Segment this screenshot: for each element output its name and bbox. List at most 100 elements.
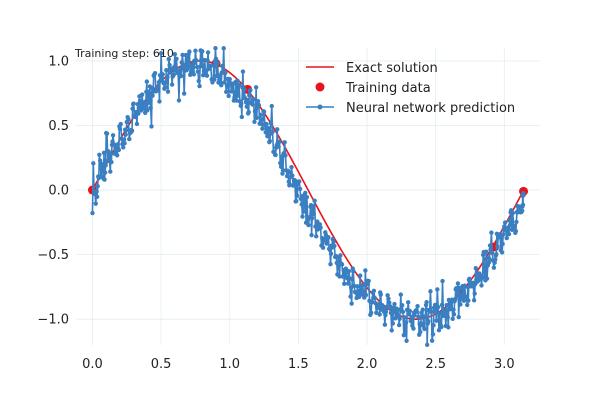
nn-prediction-point <box>197 83 202 89</box>
nn-prediction-point <box>451 312 457 317</box>
nn-prediction-point <box>221 46 226 51</box>
nn-prediction-point <box>199 57 204 63</box>
nn-prediction-point <box>226 93 231 99</box>
nn-prediction-point <box>236 82 242 88</box>
nn-prediction-point <box>435 304 441 310</box>
training-step-annotation: Training step: 610 <box>74 47 174 60</box>
nn-prediction-point <box>351 269 356 274</box>
nn-prediction-point <box>404 338 409 343</box>
nn-prediction-point <box>260 116 266 122</box>
nn-prediction-point <box>205 58 210 63</box>
nn-prediction-point <box>487 243 493 248</box>
nn-prediction-point <box>261 109 267 115</box>
nn-prediction-point <box>193 48 198 53</box>
nn-prediction-point <box>383 312 388 318</box>
nn-prediction-point <box>258 112 263 118</box>
nn-prediction-point <box>264 121 269 127</box>
nn-prediction-point <box>121 137 127 142</box>
y-tick-label: −1.0 <box>37 313 69 328</box>
nn-prediction-point <box>145 108 150 113</box>
nn-prediction-point <box>406 300 411 305</box>
nn-prediction-point <box>414 309 419 314</box>
nn-prediction-point <box>267 138 273 144</box>
nn-prediction-point <box>213 56 219 62</box>
nn-prediction-point <box>483 249 489 254</box>
nn-prediction-point <box>348 294 353 299</box>
nn-prediction-point <box>181 91 187 96</box>
nn-prediction-point <box>342 281 347 287</box>
nn-prediction-point <box>290 183 296 188</box>
nn-prediction-point <box>465 302 470 308</box>
nn-prediction-point <box>437 311 442 316</box>
nn-prediction-point <box>233 90 239 95</box>
y-tick-label: 0.5 <box>48 119 69 134</box>
y-tick-label: 0.0 <box>48 184 69 199</box>
nn-prediction-point <box>133 114 138 120</box>
nn-prediction-point <box>104 131 110 136</box>
nn-prediction-point <box>393 316 398 321</box>
y-axis: 1.0 0.5 0.0 −0.5 −1.0 <box>37 54 69 327</box>
nn-prediction-point <box>484 276 490 281</box>
nn-prediction-point <box>368 310 374 315</box>
nn-prediction-point <box>357 273 363 278</box>
nn-prediction-point <box>278 160 283 166</box>
nn-prediction-point <box>345 281 351 286</box>
nn-prediction-point <box>445 315 450 320</box>
nn-prediction-point <box>123 132 128 137</box>
nn-prediction-point <box>289 164 294 170</box>
legend-swatch-nn-prediction-marker <box>317 104 323 110</box>
nn-prediction-point <box>318 225 323 230</box>
nn-prediction-point <box>101 150 107 155</box>
nn-prediction-point <box>122 141 127 146</box>
nn-prediction-point <box>252 119 257 125</box>
nn-prediction-point <box>400 309 406 315</box>
nn-prediction-point <box>418 329 423 335</box>
nn-prediction-point <box>418 321 424 326</box>
nn-prediction-point <box>246 109 251 115</box>
nn-prediction-point <box>242 86 247 92</box>
nn-prediction-point <box>108 169 113 174</box>
nn-prediction-point <box>97 152 102 157</box>
nn-prediction-point <box>426 319 431 324</box>
nn-prediction-point <box>232 95 237 100</box>
nn-prediction-point <box>229 89 234 94</box>
nn-prediction-point <box>273 152 278 158</box>
nn-prediction-point <box>310 204 316 209</box>
nn-prediction-point <box>180 52 185 58</box>
nn-prediction-point <box>91 161 96 166</box>
nn-prediction-point <box>366 278 371 284</box>
nn-prediction-point <box>406 312 412 317</box>
nn-prediction-point <box>377 312 382 317</box>
nn-prediction-point <box>311 211 316 217</box>
nn-prediction-point <box>149 124 154 129</box>
nn-prediction-point <box>460 287 466 292</box>
nn-prediction-point <box>277 139 282 144</box>
nn-prediction-point <box>326 234 331 240</box>
nn-prediction-point <box>111 142 117 147</box>
nn-prediction-point <box>194 58 199 63</box>
nn-prediction-point <box>176 98 182 103</box>
nn-prediction-point <box>94 194 100 200</box>
x-tick-label: 0.0 <box>82 357 103 372</box>
nn-prediction-point <box>416 314 421 319</box>
nn-prediction-point <box>127 136 132 142</box>
nn-prediction-point <box>196 78 201 84</box>
nn-prediction-point <box>332 243 337 249</box>
nn-prediction-point <box>239 114 245 120</box>
nn-prediction-point <box>456 314 461 320</box>
nn-prediction-point <box>155 88 160 93</box>
nn-prediction-point <box>383 309 389 314</box>
nn-prediction-point <box>283 153 288 158</box>
nn-prediction-point <box>371 288 377 294</box>
nn-prediction-point <box>507 222 513 228</box>
nn-prediction-point <box>350 276 355 282</box>
y-tick-label: 1.0 <box>48 54 69 69</box>
nn-prediction-point <box>223 89 229 95</box>
x-tick-label: 0.5 <box>151 357 172 372</box>
nn-prediction-point <box>234 98 239 103</box>
nn-prediction-point <box>450 316 455 321</box>
nn-prediction-point <box>476 277 481 283</box>
nn-prediction-point <box>160 72 165 77</box>
nn-prediction-point <box>99 161 105 167</box>
nn-prediction-point <box>130 106 135 111</box>
